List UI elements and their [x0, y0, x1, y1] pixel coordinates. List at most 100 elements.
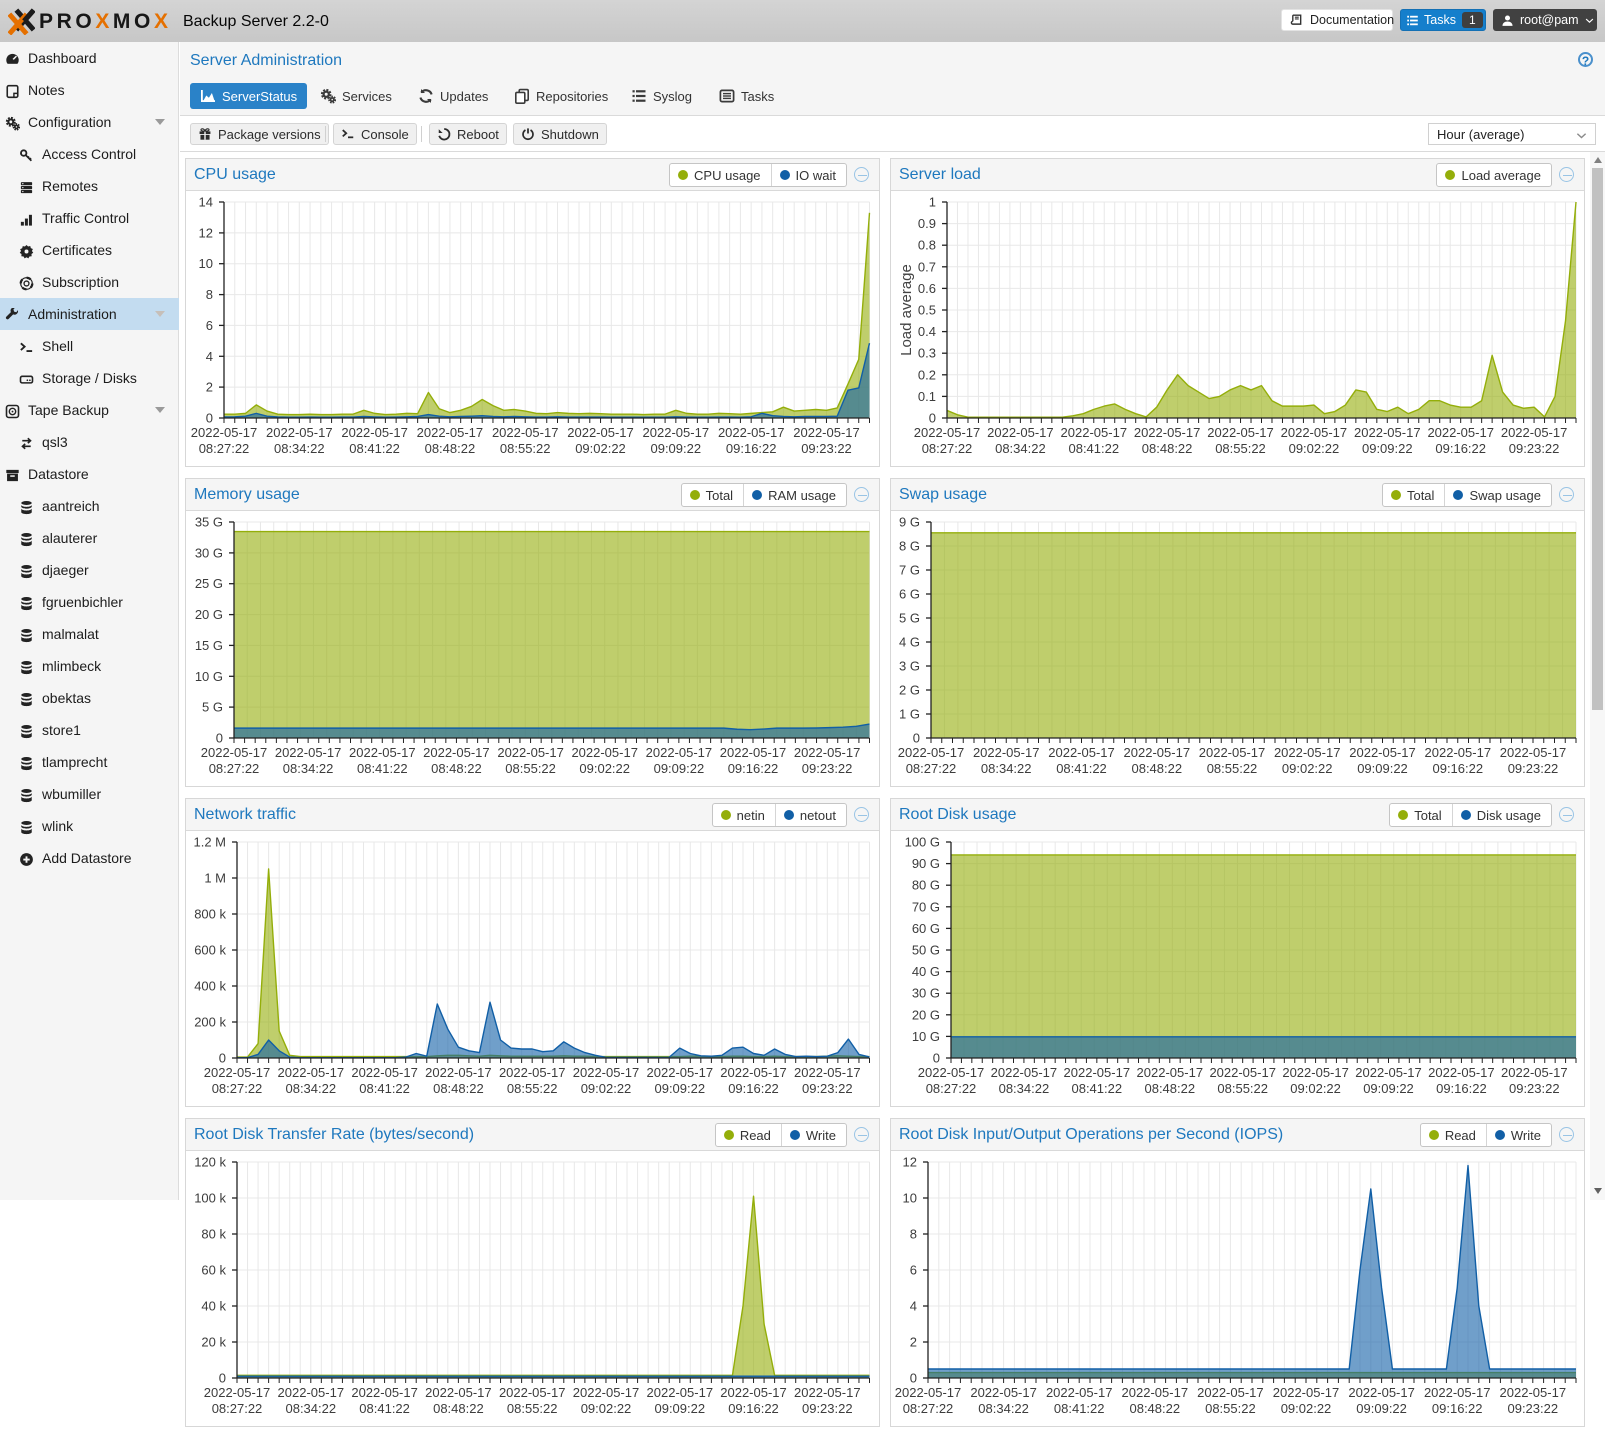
- svg-text:2022-05-17: 2022-05-17: [1064, 1065, 1131, 1080]
- svg-text:2022-05-17: 2022-05-17: [794, 1065, 861, 1080]
- svg-text:2022-05-17: 2022-05-17: [794, 745, 861, 760]
- svg-text:2022-05-17: 2022-05-17: [201, 745, 268, 760]
- svg-text:09:09:22: 09:09:22: [1356, 1401, 1407, 1416]
- svg-text:12: 12: [199, 225, 213, 240]
- svg-text:2022-05-17: 2022-05-17: [1197, 1385, 1264, 1400]
- svg-text:20 k: 20 k: [201, 1335, 226, 1350]
- svg-text:25 G: 25 G: [195, 576, 223, 591]
- svg-text:2022-05-17: 2022-05-17: [204, 1385, 271, 1400]
- svg-text:08:55:22: 08:55:22: [507, 1081, 558, 1096]
- svg-text:2022-05-17: 2022-05-17: [417, 425, 484, 440]
- svg-text:2022-05-17: 2022-05-17: [492, 425, 559, 440]
- svg-text:2022-05-17: 2022-05-17: [1046, 1385, 1113, 1400]
- svg-text:400 k: 400 k: [194, 979, 226, 994]
- svg-text:08:34:22: 08:34:22: [999, 1081, 1050, 1096]
- svg-text:100 G: 100 G: [905, 835, 940, 850]
- svg-text:2022-05-17: 2022-05-17: [349, 745, 416, 760]
- svg-text:0.2: 0.2: [918, 367, 936, 382]
- svg-text:09:23:22: 09:23:22: [1509, 441, 1560, 456]
- svg-text:2022-05-17: 2022-05-17: [499, 1065, 566, 1080]
- svg-text:120 k: 120 k: [194, 1155, 226, 1170]
- svg-text:0.1: 0.1: [918, 389, 936, 404]
- svg-text:2022-05-17: 2022-05-17: [646, 745, 713, 760]
- svg-text:09:16:22: 09:16:22: [1436, 1081, 1487, 1096]
- svg-text:2022-05-17: 2022-05-17: [499, 1385, 566, 1400]
- svg-text:08:41:22: 08:41:22: [1054, 1401, 1105, 1416]
- svg-text:1: 1: [929, 195, 936, 210]
- svg-text:08:27:22: 08:27:22: [212, 1401, 263, 1416]
- svg-text:50 G: 50 G: [912, 943, 940, 958]
- svg-text:0: 0: [219, 1051, 226, 1066]
- svg-text:15 G: 15 G: [195, 638, 223, 653]
- svg-text:08:34:22: 08:34:22: [995, 441, 1046, 456]
- svg-text:2022-05-17: 2022-05-17: [647, 1385, 714, 1400]
- svg-text:08:34:22: 08:34:22: [978, 1401, 1029, 1416]
- svg-text:2022-05-17: 2022-05-17: [425, 1385, 492, 1400]
- svg-text:12: 12: [903, 1155, 917, 1170]
- svg-text:7 G: 7 G: [899, 563, 920, 578]
- svg-text:35 G: 35 G: [195, 515, 223, 530]
- svg-text:2022-05-17: 2022-05-17: [573, 1385, 640, 1400]
- svg-text:2022-05-17: 2022-05-17: [895, 1385, 962, 1400]
- svg-text:08:27:22: 08:27:22: [906, 761, 957, 776]
- svg-text:Load average: Load average: [898, 264, 915, 356]
- svg-text:0: 0: [913, 731, 920, 746]
- svg-text:10: 10: [903, 1191, 917, 1206]
- svg-text:10 G: 10 G: [195, 669, 223, 684]
- svg-text:800 k: 800 k: [194, 907, 226, 922]
- svg-text:2022-05-17: 2022-05-17: [970, 1385, 1037, 1400]
- svg-text:08:48:22: 08:48:22: [1129, 1401, 1180, 1416]
- svg-text:2022-05-17: 2022-05-17: [1273, 1385, 1340, 1400]
- svg-text:0: 0: [206, 411, 213, 426]
- svg-text:2022-05-17: 2022-05-17: [1501, 425, 1568, 440]
- svg-text:08:55:22: 08:55:22: [1215, 441, 1266, 456]
- svg-text:2022-05-17: 2022-05-17: [1424, 1385, 1491, 1400]
- svg-text:09:23:22: 09:23:22: [801, 441, 852, 456]
- svg-text:2: 2: [910, 1335, 917, 1350]
- svg-text:2022-05-17: 2022-05-17: [720, 1385, 787, 1400]
- svg-text:80 G: 80 G: [912, 878, 940, 893]
- svg-text:08:48:22: 08:48:22: [1144, 1081, 1195, 1096]
- svg-text:2022-05-17: 2022-05-17: [1500, 1385, 1567, 1400]
- svg-text:20 G: 20 G: [912, 1007, 940, 1022]
- svg-text:09:16:22: 09:16:22: [728, 761, 779, 776]
- svg-text:6 G: 6 G: [899, 587, 920, 602]
- svg-text:5 G: 5 G: [899, 611, 920, 626]
- svg-text:2022-05-17: 2022-05-17: [1354, 425, 1421, 440]
- svg-text:2022-05-17: 2022-05-17: [647, 1065, 714, 1080]
- svg-text:200 k: 200 k: [194, 1015, 226, 1030]
- svg-text:08:34:22: 08:34:22: [285, 1081, 336, 1096]
- svg-text:2022-05-17: 2022-05-17: [1199, 745, 1266, 760]
- svg-text:08:27:22: 08:27:22: [922, 441, 973, 456]
- svg-text:09:09:22: 09:09:22: [1362, 441, 1413, 456]
- svg-text:5 G: 5 G: [202, 700, 223, 715]
- svg-text:2022-05-17: 2022-05-17: [720, 745, 787, 760]
- svg-text:10: 10: [199, 256, 213, 271]
- svg-text:100 k: 100 k: [194, 1191, 226, 1206]
- svg-text:09:02:22: 09:02:22: [1290, 1081, 1341, 1096]
- svg-text:08:55:22: 08:55:22: [1217, 1081, 1268, 1096]
- svg-text:09:16:22: 09:16:22: [726, 441, 777, 456]
- svg-text:0: 0: [929, 411, 936, 426]
- svg-text:08:48:22: 08:48:22: [425, 441, 476, 456]
- svg-text:08:34:22: 08:34:22: [283, 761, 334, 776]
- svg-text:90 G: 90 G: [912, 856, 940, 871]
- svg-text:09:16:22: 09:16:22: [728, 1081, 779, 1096]
- svg-text:08:55:22: 08:55:22: [507, 1401, 558, 1416]
- svg-text:09:02:22: 09:02:22: [581, 1401, 632, 1416]
- svg-text:0.9: 0.9: [918, 216, 936, 231]
- svg-text:2022-05-17: 2022-05-17: [793, 425, 860, 440]
- svg-text:60 k: 60 k: [201, 1263, 226, 1278]
- svg-text:0.7: 0.7: [918, 259, 936, 274]
- svg-text:09:09:22: 09:09:22: [654, 1401, 705, 1416]
- svg-text:60 G: 60 G: [912, 921, 940, 936]
- svg-text:2022-05-17: 2022-05-17: [1048, 745, 1115, 760]
- svg-text:9 G: 9 G: [899, 515, 920, 530]
- svg-text:09:09:22: 09:09:22: [654, 761, 705, 776]
- svg-text:08:41:22: 08:41:22: [1056, 761, 1107, 776]
- svg-text:600 k: 600 k: [194, 943, 226, 958]
- svg-text:14: 14: [199, 195, 213, 210]
- svg-text:2 G: 2 G: [899, 683, 920, 698]
- svg-text:09:02:22: 09:02:22: [579, 761, 630, 776]
- svg-text:2022-05-17: 2022-05-17: [1425, 745, 1492, 760]
